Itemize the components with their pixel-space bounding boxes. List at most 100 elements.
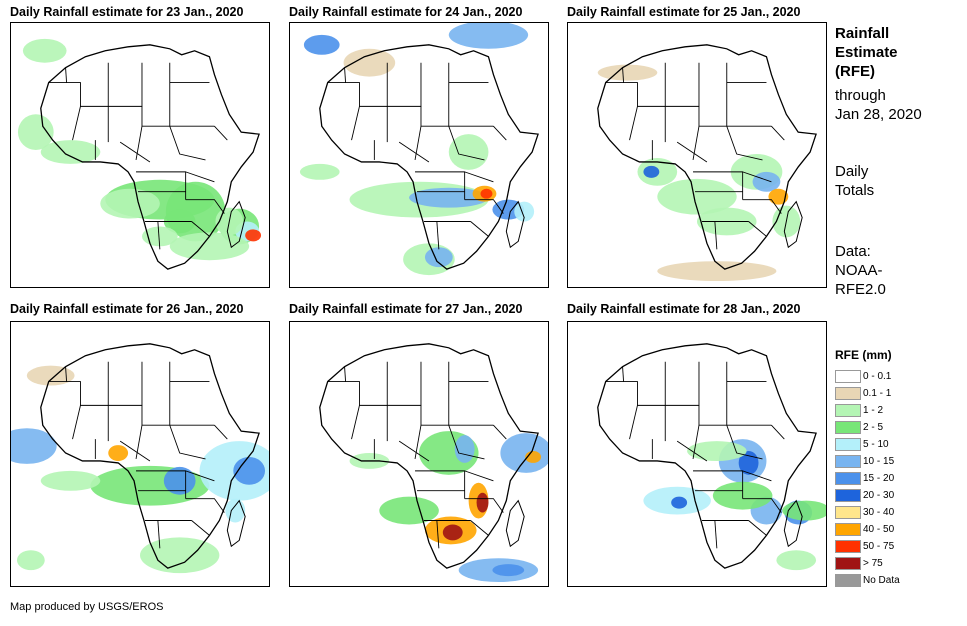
country-border [629, 106, 638, 141]
country-border [448, 126, 485, 161]
continent-outline [40, 44, 260, 270]
country-border [493, 424, 507, 440]
country-border [107, 62, 143, 107]
country-border [157, 221, 161, 250]
country-border [436, 520, 440, 549]
legend-item: > 75 [835, 555, 900, 572]
rainfall-blob [671, 496, 688, 509]
country-border [448, 425, 485, 460]
country-border [464, 199, 504, 214]
country-border [420, 62, 450, 127]
rainfall-blob [225, 498, 246, 523]
rainfall-blob [752, 171, 781, 192]
legend-item: 10 - 15 [835, 453, 900, 470]
country-border [191, 520, 210, 536]
panel-title: Daily Rainfall estimate for 27 Jan., 202… [289, 302, 523, 316]
legend-item: 5 - 10 [835, 436, 900, 453]
map-canvas [299, 23, 539, 276]
panel-title: Daily Rainfall estimate for 24 Jan., 202… [289, 5, 523, 19]
rainfall-blob [16, 550, 45, 571]
madagascar-outline [783, 499, 803, 548]
rainfall-blob [657, 261, 777, 282]
country-border [464, 498, 504, 513]
legend-item: 0.1 - 1 [835, 385, 900, 402]
rainfall-map-23-jan [10, 22, 270, 288]
madagascar-outline [505, 499, 525, 548]
map-canvas [11, 343, 269, 574]
country-border [119, 440, 151, 462]
legend-label: 10 - 15 [863, 456, 895, 467]
country-border [48, 381, 109, 406]
legend-item: 0 - 0.1 [835, 368, 900, 385]
continent-outline [597, 44, 817, 270]
legend-swatch [835, 404, 861, 417]
rainfall-blob [448, 23, 529, 49]
data-line: RFE2.0 [835, 281, 886, 298]
madagascar-outline [505, 200, 525, 249]
country-border [185, 498, 225, 513]
rainfall-blob [597, 64, 658, 81]
country-border [351, 106, 360, 141]
legend-label: 50 - 75 [863, 541, 895, 552]
rainfall-blob [409, 187, 489, 208]
rainfall-blob [776, 550, 817, 571]
country-border [470, 221, 489, 237]
country-border [742, 171, 772, 183]
legend-label: > 75 [863, 558, 883, 569]
continent-outline [40, 343, 260, 569]
rainfall-map-25-jan [567, 22, 827, 288]
country-border [398, 440, 430, 462]
country-border [726, 126, 763, 161]
legend-title: RFE (mm) [835, 348, 892, 362]
rainfall-blob [299, 163, 340, 180]
legend-label: 5 - 10 [863, 439, 889, 450]
country-border [141, 361, 171, 426]
country-border [414, 126, 422, 161]
country-border [65, 67, 68, 83]
country-border [771, 125, 785, 141]
country-border [698, 361, 728, 426]
country-border [742, 498, 782, 513]
rainfall-blob [768, 188, 789, 205]
country-border [119, 141, 151, 163]
rainfall-blob [22, 38, 67, 63]
country-border [726, 425, 763, 460]
country-border [185, 199, 225, 214]
rainfall-map-27-jan [289, 321, 549, 587]
rainfall-blob [424, 247, 453, 268]
panel-title: Daily Rainfall estimate for 26 Jan., 202… [10, 302, 244, 316]
country-border [107, 361, 143, 406]
country-border [185, 470, 215, 482]
through-label: through [835, 87, 886, 104]
legend-swatch [835, 557, 861, 570]
country-border [629, 405, 638, 440]
legend-item: No Data [835, 572, 900, 589]
legend-swatch [835, 489, 861, 502]
country-border [398, 141, 430, 163]
madagascar-outline [783, 200, 803, 249]
madagascar-outline [226, 200, 246, 249]
rainfall-blob [343, 48, 396, 77]
country-border [191, 221, 210, 237]
legend-label: 20 - 30 [863, 490, 895, 501]
country-border [414, 425, 422, 460]
country-border [72, 405, 81, 440]
rainfall-blob [40, 140, 101, 164]
legend-item: 20 - 30 [835, 487, 900, 504]
country-border [464, 171, 494, 183]
country-border [664, 62, 700, 107]
country-border [135, 126, 143, 161]
through-value: Jan 28, 2020 [835, 106, 922, 123]
rainfall-blob [379, 496, 439, 525]
map-canvas [319, 343, 548, 583]
rainfall-blob [500, 433, 548, 473]
country-border [664, 361, 700, 406]
country-border [436, 221, 440, 250]
rainfall-blob [687, 441, 747, 461]
country-border [692, 126, 700, 161]
country-border [748, 221, 767, 237]
country-border [676, 141, 708, 163]
country-border [748, 520, 767, 536]
rainfall-blob [26, 365, 75, 386]
country-border [742, 199, 782, 214]
